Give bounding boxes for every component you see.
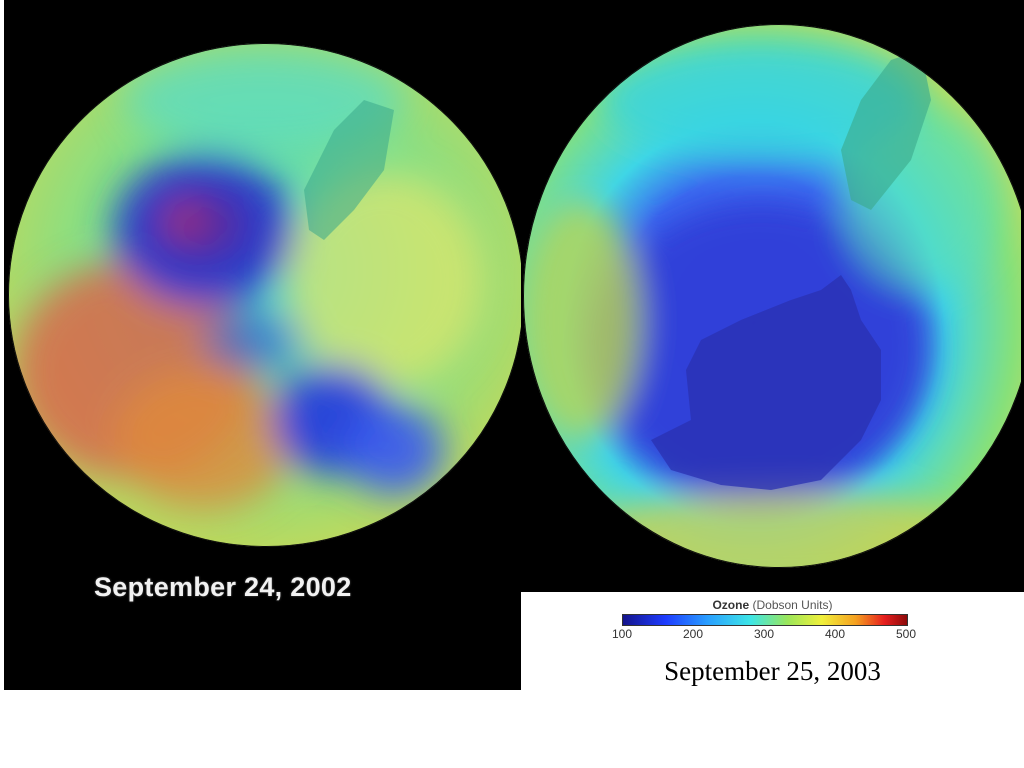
ozone-color-scale [622,614,908,626]
legend-tick: 400 [824,627,846,641]
legend-tick: 200 [682,627,704,641]
ozone-legend: Ozone (Dobson Units) 100 200 300 400 500… [521,592,1024,690]
legend-title-label: Ozone [712,598,750,612]
ozone-map-2003-panel [521,0,1024,592]
legend-tick: 300 [753,627,775,641]
ozone-globe-2003 [523,24,1021,568]
ozone-map-2002-panel: September 24, 2002 [4,0,521,690]
legend-ticks: 100 200 300 400 500 [521,627,1024,641]
legend-tick: 500 [895,627,917,641]
legend-title: Ozone (Dobson Units) [521,598,1024,612]
legend-tick: 100 [611,627,633,641]
caption-2003: September 25, 2003 [664,656,881,686]
legend-units: (Dobson Units) [752,598,833,612]
caption-2002: September 24, 2002 [94,572,352,602]
ozone-globe-2002 [8,43,521,547]
